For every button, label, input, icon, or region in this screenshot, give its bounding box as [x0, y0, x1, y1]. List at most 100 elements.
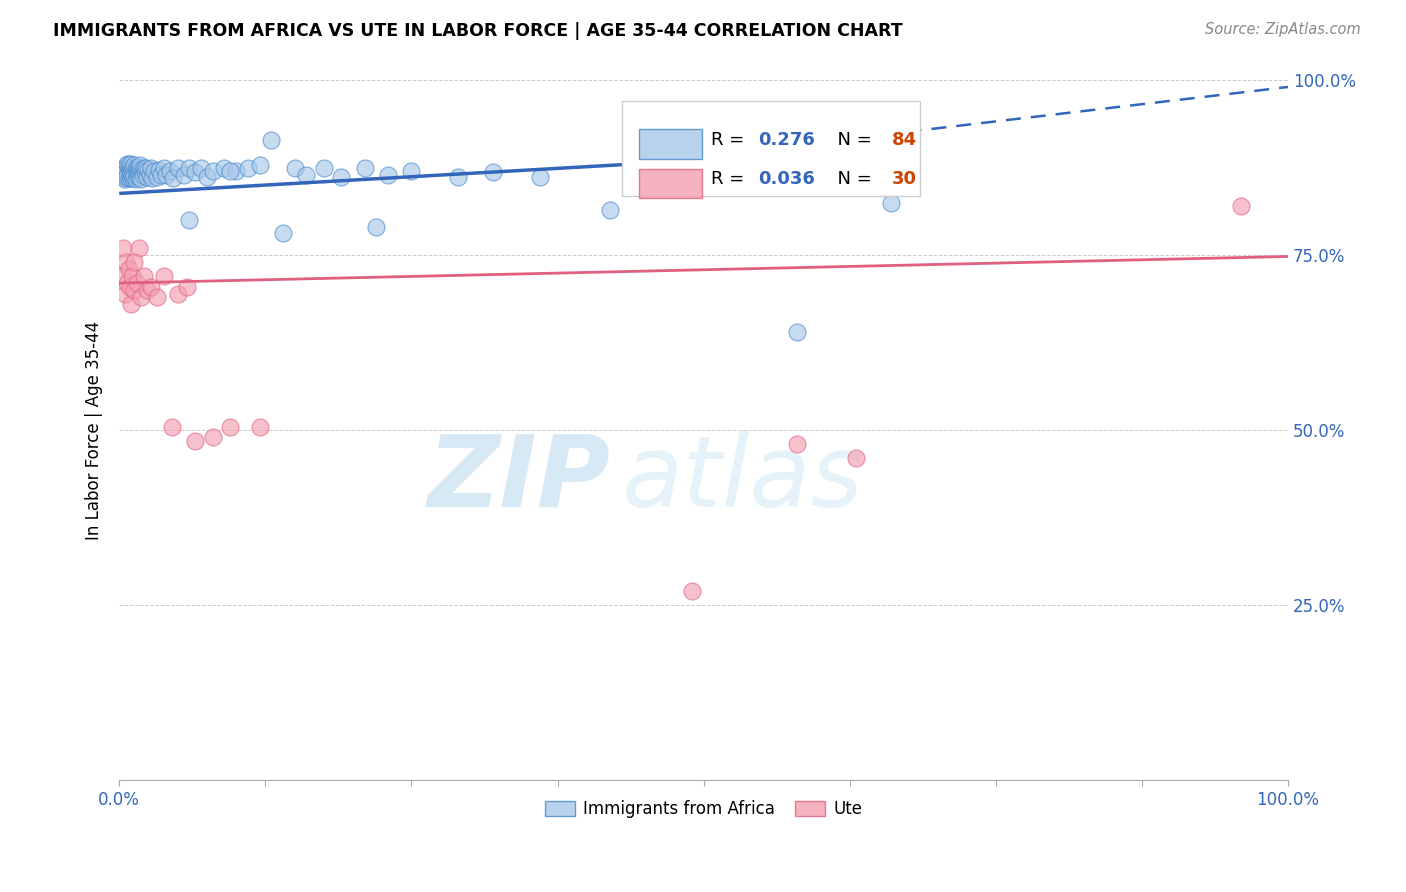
Point: [148, 162, 170, 177]
Point: [152, 268, 174, 283]
Point: [179, 161, 201, 175]
Point: [131, 163, 153, 178]
Point: [121, 168, 143, 182]
Point: [184, 165, 207, 179]
Point: [138, 162, 160, 177]
Text: R =: R =: [711, 170, 751, 188]
Point: [114, 172, 136, 186]
Point: [786, 437, 808, 451]
Point: [201, 164, 224, 178]
Point: [143, 164, 166, 178]
Point: [330, 169, 353, 184]
Point: [353, 161, 375, 175]
Point: [114, 161, 136, 175]
Point: [115, 255, 138, 269]
Point: [377, 168, 399, 182]
Point: [124, 171, 146, 186]
Point: [249, 419, 271, 434]
Text: IMMIGRANTS FROM AFRICA VS UTE IN LABOR FORCE | AGE 35-44 CORRELATION CHART: IMMIGRANTS FROM AFRICA VS UTE IN LABOR F…: [53, 22, 903, 40]
Point: [236, 161, 259, 175]
Point: [117, 157, 139, 171]
Point: [128, 161, 150, 176]
Point: [118, 164, 141, 178]
Point: [162, 171, 184, 186]
Point: [138, 168, 160, 182]
Text: 30: 30: [893, 170, 917, 188]
Text: ZIP: ZIP: [427, 431, 610, 528]
Point: [131, 172, 153, 186]
Point: [184, 434, 207, 448]
Point: [173, 168, 195, 182]
Point: [134, 165, 156, 179]
Point: [150, 168, 173, 182]
Point: [114, 286, 136, 301]
Point: [124, 169, 146, 183]
Point: [139, 161, 162, 175]
Point: [117, 171, 139, 186]
Point: [786, 325, 808, 339]
FancyBboxPatch shape: [640, 129, 702, 159]
Point: [111, 241, 134, 255]
Point: [120, 297, 142, 311]
Point: [125, 168, 148, 182]
Text: 0.036: 0.036: [758, 170, 814, 188]
Point: [599, 202, 621, 217]
Point: [111, 164, 134, 178]
Point: [121, 268, 143, 283]
Point: [312, 161, 335, 175]
Point: [122, 161, 145, 175]
Point: [166, 161, 188, 175]
Point: [124, 161, 146, 176]
Point: [135, 161, 157, 175]
Point: [160, 419, 183, 434]
Point: [131, 164, 153, 178]
Point: [115, 169, 138, 184]
Text: 84: 84: [893, 131, 917, 149]
Point: [122, 171, 145, 186]
Text: R =: R =: [711, 131, 751, 149]
Point: [529, 169, 551, 184]
Point: [125, 276, 148, 290]
Point: [120, 171, 142, 186]
Legend: Immigrants from Africa, Ute: Immigrants from Africa, Ute: [538, 793, 869, 824]
Text: 0.276: 0.276: [758, 131, 814, 149]
Point: [155, 168, 177, 182]
Y-axis label: In Labor Force | Age 35-44: In Labor Force | Age 35-44: [86, 320, 103, 540]
Point: [284, 161, 307, 175]
Point: [110, 268, 132, 283]
Point: [128, 167, 150, 181]
Text: Source: ZipAtlas.com: Source: ZipAtlas.com: [1205, 22, 1361, 37]
Point: [219, 419, 242, 434]
Point: [271, 226, 294, 240]
Point: [136, 283, 159, 297]
Point: [131, 290, 153, 304]
Point: [214, 161, 236, 175]
Point: [128, 241, 150, 255]
Point: [117, 276, 139, 290]
Point: [401, 164, 423, 178]
Point: [845, 451, 868, 466]
Point: [139, 279, 162, 293]
Point: [124, 255, 146, 269]
Point: [118, 168, 141, 182]
Point: [249, 158, 271, 172]
Text: N =: N =: [825, 170, 877, 188]
Point: [120, 161, 142, 175]
Point: [166, 286, 188, 301]
Text: atlas: atlas: [621, 431, 863, 528]
Point: [145, 169, 167, 184]
Point: [129, 169, 152, 184]
Point: [141, 171, 163, 186]
Point: [201, 430, 224, 444]
Point: [127, 170, 149, 185]
Point: [132, 268, 155, 283]
FancyBboxPatch shape: [640, 169, 702, 198]
Point: [879, 195, 901, 210]
Point: [131, 168, 153, 182]
Point: [121, 164, 143, 178]
Point: [152, 161, 174, 175]
Point: [117, 168, 139, 182]
Point: [225, 164, 247, 178]
Point: [127, 160, 149, 174]
Point: [132, 161, 155, 175]
